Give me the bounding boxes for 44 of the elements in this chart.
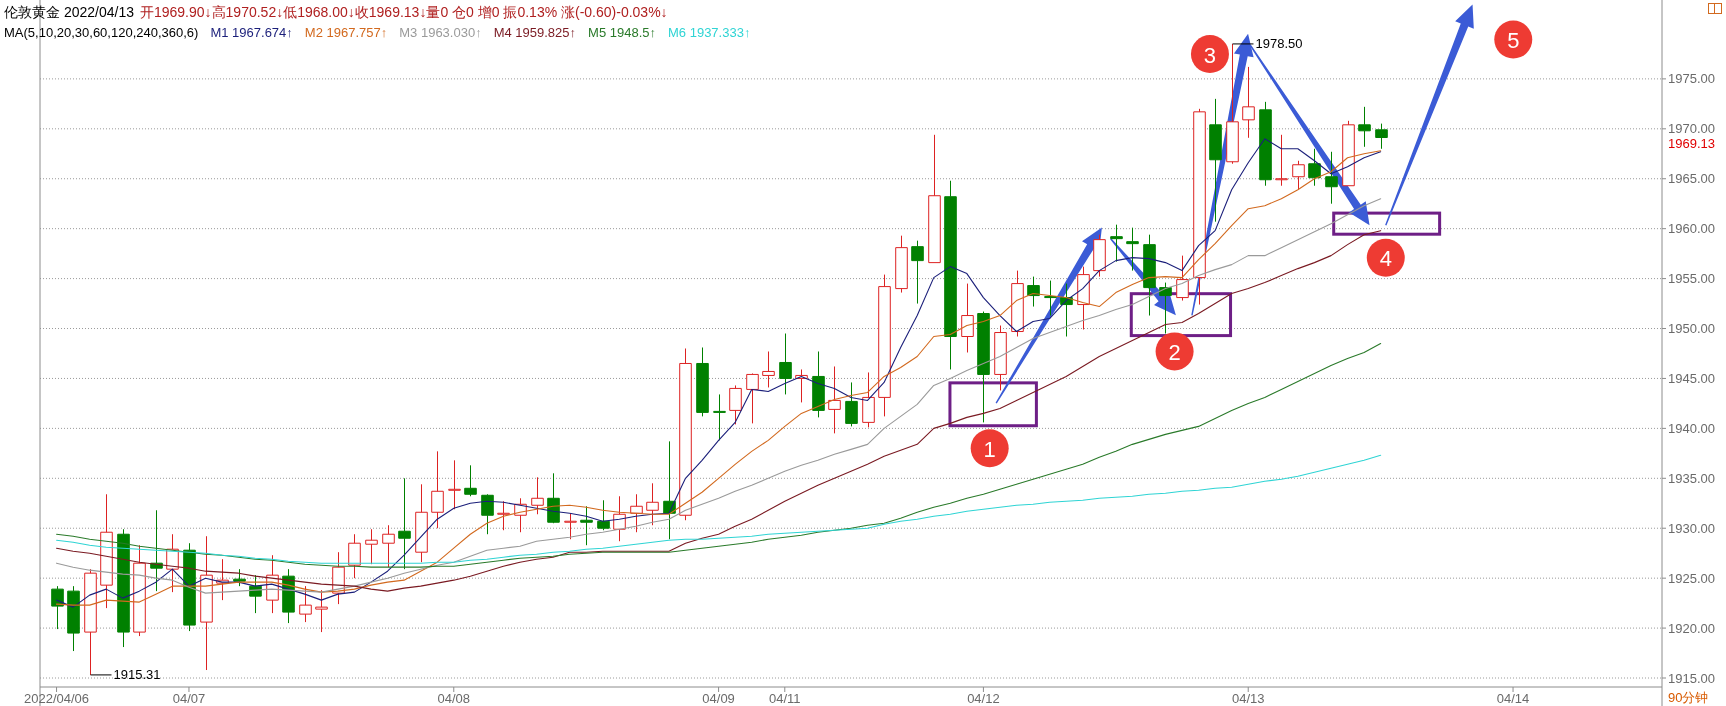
- step-marker: 3: [1190, 35, 1229, 74]
- x-tick-label: 04/11: [769, 690, 801, 706]
- x-tick-label: 04/14: [1496, 690, 1530, 706]
- y-tick-label: 1960.00: [1668, 221, 1715, 237]
- value-label: 1915.31: [90, 667, 161, 683]
- step-marker: 1: [970, 429, 1009, 468]
- price-tag: 1969.13: [1668, 136, 1715, 151]
- x-tick-label: 2022/04/06: [24, 690, 90, 706]
- x-tick-label: 04/07: [172, 690, 206, 706]
- x-tick-label: 04/12: [967, 690, 1000, 706]
- title: 伦敦黄金 2022/04/13: [4, 4, 134, 20]
- annotation: 90分钟: [1668, 689, 1709, 705]
- y-tick-label: 1975.00: [1668, 71, 1715, 87]
- x-tick-label: 04/13: [1231, 690, 1265, 706]
- x-tick-label: 04/09: [702, 690, 735, 706]
- step-marker: 4: [1366, 238, 1405, 277]
- value-label: 1978.50: [1232, 36, 1303, 52]
- y-tick-label: 1930.00: [1668, 520, 1715, 536]
- legend-item: M4 1959.825↑: [493, 24, 577, 40]
- legend-item: M1 1967.674↑: [210, 24, 293, 40]
- annotation: 3: [1203, 42, 1217, 68]
- y-tick-label: 1935.00: [1668, 470, 1715, 486]
- legend-item: M3 1963.030↑: [399, 24, 482, 40]
- legend-title: MA(5,10,20,30,60,120,240,360,6): [4, 24, 199, 40]
- legend-item: M5 1948.5↑: [588, 24, 656, 40]
- y-tick-label: 1965.00: [1668, 171, 1715, 187]
- x-tick-label: 04/08: [437, 690, 471, 706]
- y-tick-label: 1950.00: [1668, 321, 1715, 336]
- y-tick-label: 1945.00: [1668, 370, 1715, 386]
- annotation: 1: [983, 436, 996, 462]
- step-marker: 5: [1494, 20, 1533, 59]
- y-tick-label: 1955.00: [1668, 271, 1715, 287]
- annotation: 4: [1379, 246, 1392, 272]
- y-tick-label: 1925.00: [1668, 570, 1715, 586]
- y-tick-label: 1915.00: [1668, 670, 1715, 686]
- annotation: 5: [1507, 28, 1520, 54]
- legend-item: M2 1967.757↑: [304, 24, 388, 40]
- y-tick-label: 1970.00: [1668, 121, 1715, 137]
- annotation: 2: [1168, 339, 1181, 365]
- legend-item: M6 1937.333↑: [668, 24, 751, 40]
- y-tick-label: 1940.00: [1668, 420, 1715, 436]
- y-tick-label: 1920.00: [1668, 620, 1715, 636]
- step-marker: 2: [1155, 332, 1194, 371]
- subtitle: 开1969.90↓高1970.52↓低1968.00↓收1969.13↓量0 仓0 增0 振0.13% 涨(-0.60)-0.03%↓: [139, 4, 668, 20]
